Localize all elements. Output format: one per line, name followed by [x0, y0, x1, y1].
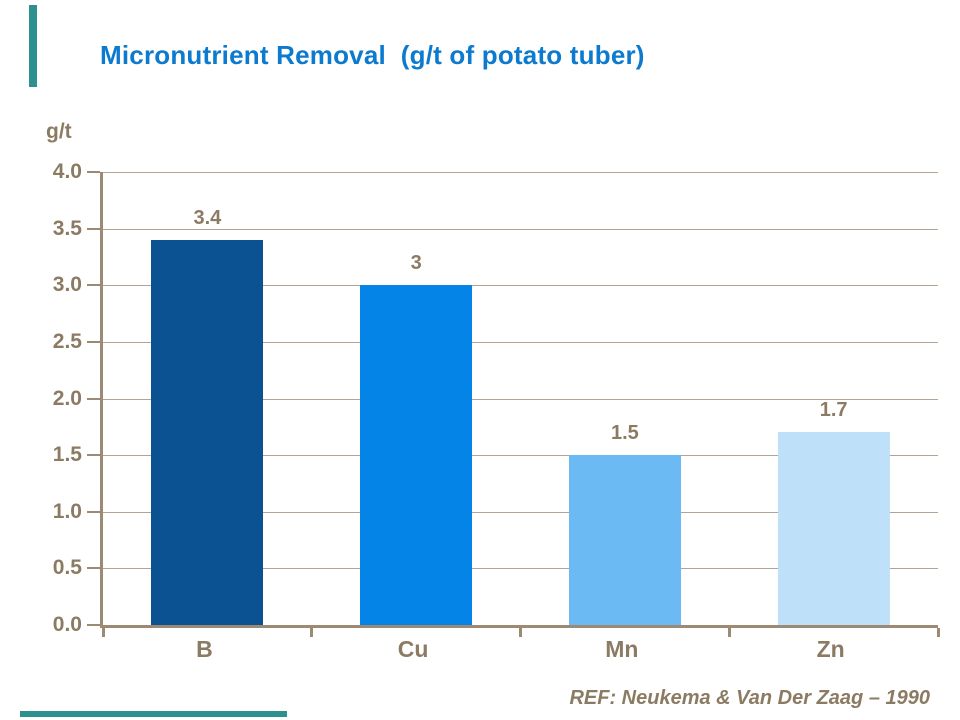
plot-area: 3.4 3 1.5 1.7: [87, 171, 940, 637]
gridline: [103, 228, 938, 230]
gridline: [103, 341, 938, 343]
x-axis-label-b: B: [196, 636, 213, 662]
y-axis-tick: [87, 397, 100, 400]
bar-value-label: 1.5: [610, 422, 639, 445]
gridline: [103, 285, 938, 287]
y-axis-tick-label: 2.5: [52, 329, 82, 353]
gridline: [103, 511, 938, 513]
x-axis-label-zn: Zn: [816, 636, 845, 662]
y-axis-tick-label: 3.5: [52, 216, 82, 240]
y-axis-tick-label: 0.5: [52, 556, 82, 580]
y-axis-tick: [87, 624, 100, 626]
x-axis-category-labels: B Cu Mn Zn: [100, 636, 935, 666]
x-axis-label-mn: Mn: [605, 636, 639, 662]
x-axis-tick: [101, 628, 105, 637]
gridline: [103, 398, 938, 400]
bar-mn: [568, 455, 681, 625]
y-axis-title: g/t: [46, 120, 72, 143]
gridline: [103, 568, 938, 570]
gridline: [103, 172, 938, 173]
y-axis-tick: [87, 567, 100, 570]
x-axis-tick: [727, 628, 731, 637]
reference-citation: REF: Neukema & Van Der Zaag – 1990: [569, 687, 930, 709]
gridline: [103, 455, 938, 457]
y-axis-tick-label: 0.0: [52, 613, 82, 636]
y-axis-tick-label: 1.5: [52, 443, 82, 467]
bar-cu: [360, 285, 473, 625]
y-axis-tick: [87, 284, 100, 287]
x-axis-label-cu: Cu: [397, 636, 429, 662]
y-axis-tick-labels: 0.0 0.5 1.0 1.5 2.0 2.5 3.0 3.5 4.0: [24, 161, 82, 636]
y-axis-tick: [87, 510, 100, 513]
y-axis-tick: [87, 340, 100, 343]
x-axis-tick: [519, 628, 522, 637]
y-axis-tick-label: 1.0: [52, 499, 82, 523]
page-title: Micronutrient Removal (g/t of potato tub…: [100, 40, 645, 70]
bar-value-label: 3.4: [193, 206, 222, 229]
bar-zn: [777, 432, 890, 625]
y-axis-tick-label: 4.0: [52, 160, 82, 183]
x-axis-tick: [310, 628, 314, 637]
y-axis-tick-label: 3.0: [52, 273, 82, 297]
teal-accent-bar-horizontal: [20, 711, 287, 717]
bar-b: [151, 239, 264, 625]
y-axis-tick-label: 2.0: [52, 386, 82, 410]
bar-value-label: 3: [410, 252, 422, 275]
teal-accent-bar-vertical: [29, 5, 37, 87]
y-axis-tick: [87, 454, 100, 457]
y-axis-tick: [87, 171, 100, 173]
bar-value-label: 1.7: [819, 399, 848, 422]
y-axis-tick: [87, 227, 100, 230]
x-axis-tick: [936, 628, 940, 637]
